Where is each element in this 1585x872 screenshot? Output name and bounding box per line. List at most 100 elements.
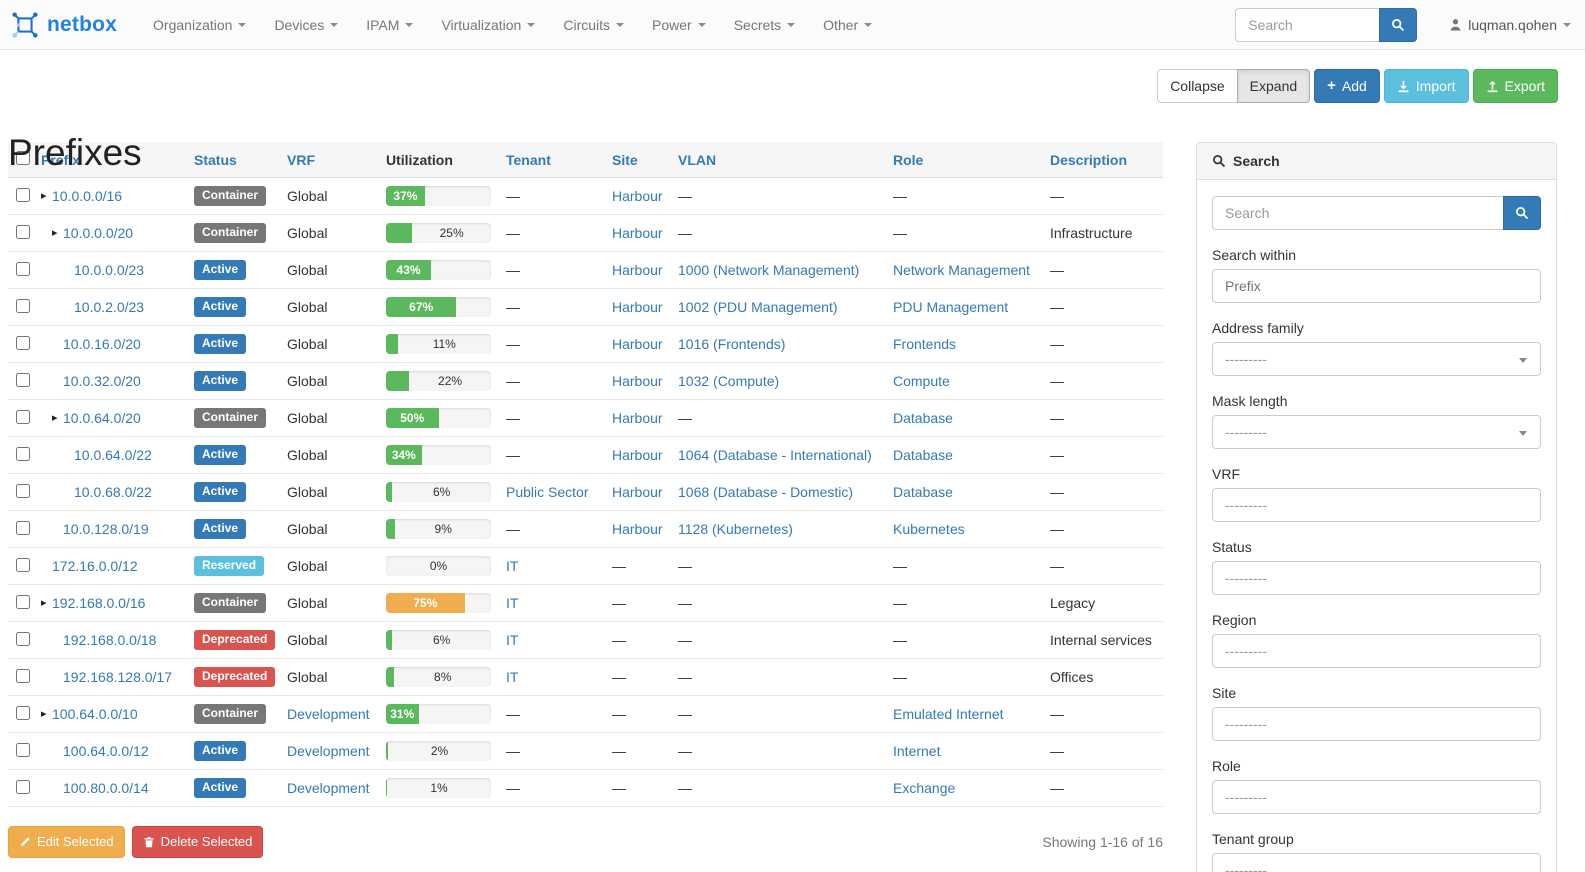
row-checkbox[interactable] [16,631,30,646]
nav-menu-circuits[interactable]: Circuits [549,0,638,50]
sidebar-search-button[interactable] [1503,196,1541,230]
vlan-link[interactable]: 1032 (Compute) [678,373,780,389]
vlan-link[interactable]: 1068 (Database - Domestic) [678,484,854,500]
row-checkbox[interactable] [16,668,30,683]
prefix-link[interactable]: 10.0.0.0/23 [74,262,145,278]
nav-menu-devices[interactable]: Devices [260,0,352,50]
role-link[interactable]: Internet [893,743,941,759]
select-all-checkbox[interactable] [16,151,30,165]
row-checkbox[interactable] [16,298,30,313]
row-checkbox[interactable] [16,557,30,572]
column-header-vlan[interactable]: VLAN [670,142,885,178]
row-checkbox[interactable] [16,261,30,276]
role-link[interactable]: Database [893,447,953,463]
vlan-link[interactable]: 1064 (Database - International) [678,447,872,463]
tenant-link[interactable]: IT [506,632,519,648]
vrf-link[interactable]: Development [287,780,370,796]
prefix-link[interactable]: 10.0.16.0/20 [63,336,141,352]
column-header-role[interactable]: Role [885,142,1042,178]
column-header-prefix[interactable]: Prefix [33,142,186,178]
tenant-link[interactable]: IT [506,595,519,611]
site-link[interactable]: Harbour [612,188,663,204]
export-button[interactable]: Export [1472,69,1558,103]
vlan-link[interactable]: 1002 (PDU Management) [678,299,838,315]
tenant-group-select[interactable]: --------- [1212,853,1541,872]
row-checkbox[interactable] [16,187,30,202]
role-link[interactable]: Frontends [893,336,957,352]
prefix-link[interactable]: 100.80.0.0/14 [63,780,149,796]
region-select[interactable]: --------- [1212,634,1541,668]
prefix-link[interactable]: 172.16.0.0/12 [52,558,138,574]
column-header-description[interactable]: Description [1042,142,1163,178]
row-checkbox[interactable] [16,335,30,350]
tenant-link[interactable]: IT [506,558,519,574]
role-select[interactable]: --------- [1212,780,1541,814]
column-header-vrf[interactable]: VRF [279,142,378,178]
site-link[interactable]: Harbour [612,336,663,352]
prefix-link[interactable]: 10.0.64.0/20 [63,410,141,426]
prefix-link[interactable]: 10.0.0.0/16 [52,188,123,204]
user-menu[interactable]: luqman.qohen [1449,17,1571,33]
row-checkbox[interactable] [16,446,30,461]
status-select[interactable]: --------- [1212,561,1541,595]
site-link[interactable]: Harbour [612,299,663,315]
row-checkbox[interactable] [16,483,30,498]
role-link[interactable]: Database [893,410,953,426]
vlan-link[interactable]: 1000 (Network Management) [678,262,860,278]
site-link[interactable]: Harbour [612,447,663,463]
column-header-status[interactable]: Status [186,142,279,178]
row-checkbox[interactable] [16,409,30,424]
site-link[interactable]: Harbour [612,484,663,500]
role-link[interactable]: Compute [893,373,950,389]
column-header-site[interactable]: Site [604,142,670,178]
role-link[interactable]: PDU Management [893,299,1009,315]
nav-menu-ipam[interactable]: IPAM [352,0,427,50]
row-checkbox[interactable] [16,372,30,387]
site-link[interactable]: Harbour [612,262,663,278]
role-link[interactable]: Database [893,484,953,500]
site-select[interactable]: --------- [1212,707,1541,741]
sidebar-search-input[interactable] [1212,196,1503,230]
row-checkbox[interactable] [16,224,30,239]
site-link[interactable]: Harbour [612,373,663,389]
delete-selected-button[interactable]: Delete Selected [131,826,264,858]
nav-menu-organization[interactable]: Organization [139,0,260,50]
row-checkbox[interactable] [16,779,30,794]
prefix-link[interactable]: 10.0.32.0/20 [63,373,141,389]
prefix-link[interactable]: 10.0.2.0/23 [74,299,145,315]
tenant-link[interactable]: IT [506,669,519,685]
prefix-link[interactable]: 10.0.64.0/22 [74,447,152,463]
row-checkbox[interactable] [16,742,30,757]
vrf-select[interactable]: --------- [1212,488,1541,522]
role-link[interactable]: Network Management [893,262,1030,278]
row-checkbox[interactable] [16,705,30,720]
role-link[interactable]: Emulated Internet [893,706,1004,722]
prefix-link[interactable]: 10.0.128.0/19 [63,521,149,537]
mask-length-select[interactable]: --------- [1212,415,1541,449]
vrf-link[interactable]: Development [287,706,370,722]
edit-selected-button[interactable]: Edit Selected [8,826,125,858]
navbar-search-button[interactable] [1379,7,1418,42]
prefix-link[interactable]: 100.64.0.0/10 [52,706,138,722]
netbox-brand[interactable]: netbox [10,10,117,40]
site-link[interactable]: Harbour [612,225,663,241]
nav-menu-other[interactable]: Other [809,0,886,50]
prefix-link[interactable]: 10.0.0.0/20 [63,225,134,241]
nav-menu-secrets[interactable]: Secrets [720,0,809,50]
vlan-link[interactable]: 1016 (Frontends) [678,336,786,352]
row-checkbox[interactable] [16,520,30,535]
site-link[interactable]: Harbour [612,521,663,537]
prefix-link[interactable]: 192.168.0.0/16 [52,595,146,611]
search-within-input[interactable] [1212,269,1541,303]
navbar-search-input[interactable] [1235,7,1380,42]
address-family-select[interactable]: --------- [1212,342,1541,376]
prefix-link[interactable]: 192.168.0.0/18 [63,632,157,648]
import-button[interactable]: Import [1383,69,1469,103]
add-button[interactable]: + Add [1314,69,1380,103]
expand-button[interactable]: Expand [1236,69,1311,103]
vlan-link[interactable]: 1128 (Kubernetes) [678,521,793,537]
role-link[interactable]: Kubernetes [893,521,965,537]
role-link[interactable]: Exchange [893,780,956,796]
column-header-tenant[interactable]: Tenant [498,142,604,178]
vrf-link[interactable]: Development [287,743,370,759]
